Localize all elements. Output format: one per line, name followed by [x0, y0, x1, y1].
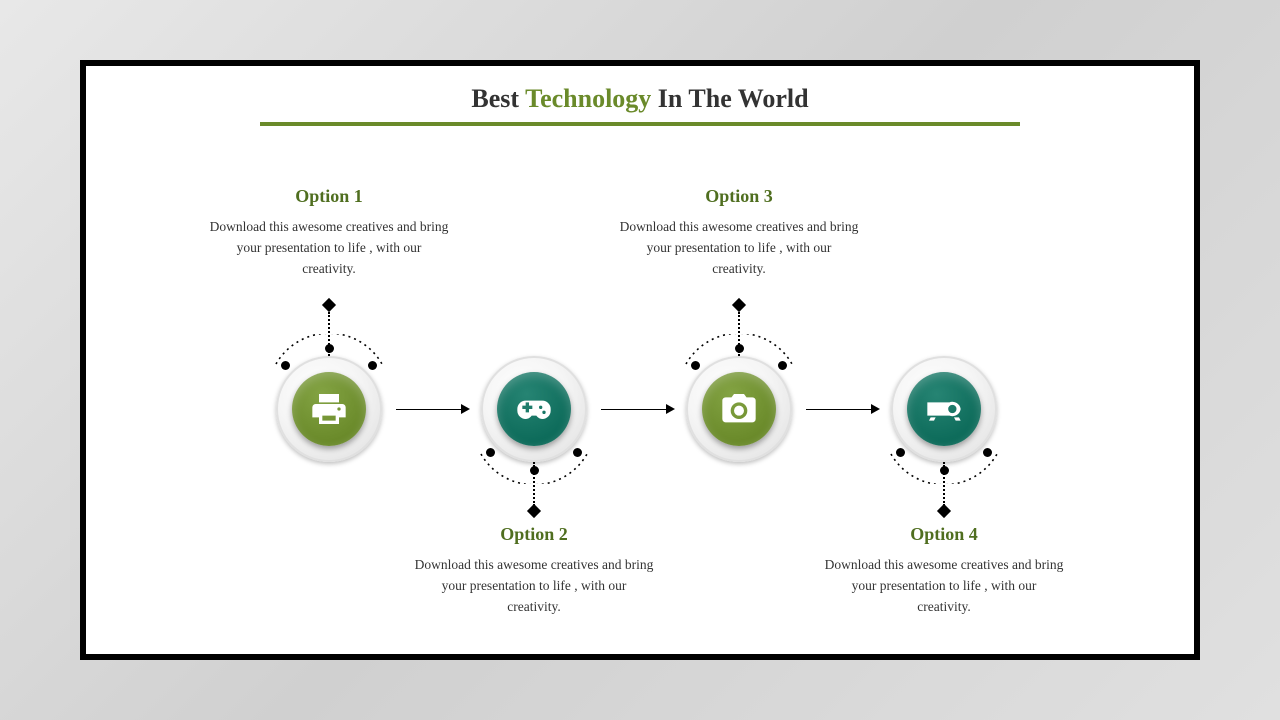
- option-desc: Download this awesome creatives and brin…: [619, 217, 859, 280]
- callout-diamond: [732, 298, 746, 312]
- projector-icon: [924, 389, 964, 429]
- slide-frame: Best Technology In The World Option 1 Dow…: [80, 60, 1200, 660]
- callout-diamond: [527, 504, 541, 518]
- slide-title: Best Technology In The World: [86, 66, 1194, 114]
- option-node-inner: [907, 372, 981, 446]
- option-text-4: Option 4 Download this awesome creatives …: [824, 524, 1064, 618]
- diagram-stage: Option 1 Download this awesome creatives …: [86, 156, 1194, 654]
- title-underline: [260, 122, 1020, 126]
- arrow-line: [806, 409, 871, 410]
- arrow-line: [396, 409, 461, 410]
- option-node-inner: [497, 372, 571, 446]
- option-title: Option 4: [824, 524, 1064, 545]
- arrow-line: [601, 409, 666, 410]
- option-node-inner: [702, 372, 776, 446]
- satellite-arc: [876, 444, 1012, 484]
- option-title: Option 1: [209, 186, 449, 207]
- title-pre: Best: [471, 84, 525, 113]
- option-desc: Download this awesome creatives and brin…: [209, 217, 449, 280]
- option-node-inner: [292, 372, 366, 446]
- gamepad-icon: [514, 389, 554, 429]
- arrow-head: [461, 404, 470, 414]
- option-desc: Download this awesome creatives and brin…: [824, 555, 1064, 618]
- option-title: Option 2: [414, 524, 654, 545]
- option-text-1: Option 1 Download this awesome creatives …: [209, 186, 449, 280]
- callout-diamond: [322, 298, 336, 312]
- option-desc: Download this awesome creatives and brin…: [414, 555, 654, 618]
- option-text-3: Option 3 Download this awesome creatives …: [619, 186, 859, 280]
- title-post: In The World: [651, 84, 808, 113]
- arrow-head: [666, 404, 675, 414]
- printer-icon: [309, 389, 349, 429]
- option-title: Option 3: [619, 186, 859, 207]
- camera-icon: [719, 389, 759, 429]
- title-accent: Technology: [525, 84, 651, 113]
- satellite-arc: [671, 334, 807, 374]
- option-text-2: Option 2 Download this awesome creatives …: [414, 524, 654, 618]
- arrow-head: [871, 404, 880, 414]
- satellite-arc: [466, 444, 602, 484]
- callout-diamond: [937, 504, 951, 518]
- satellite-arc: [261, 334, 397, 374]
